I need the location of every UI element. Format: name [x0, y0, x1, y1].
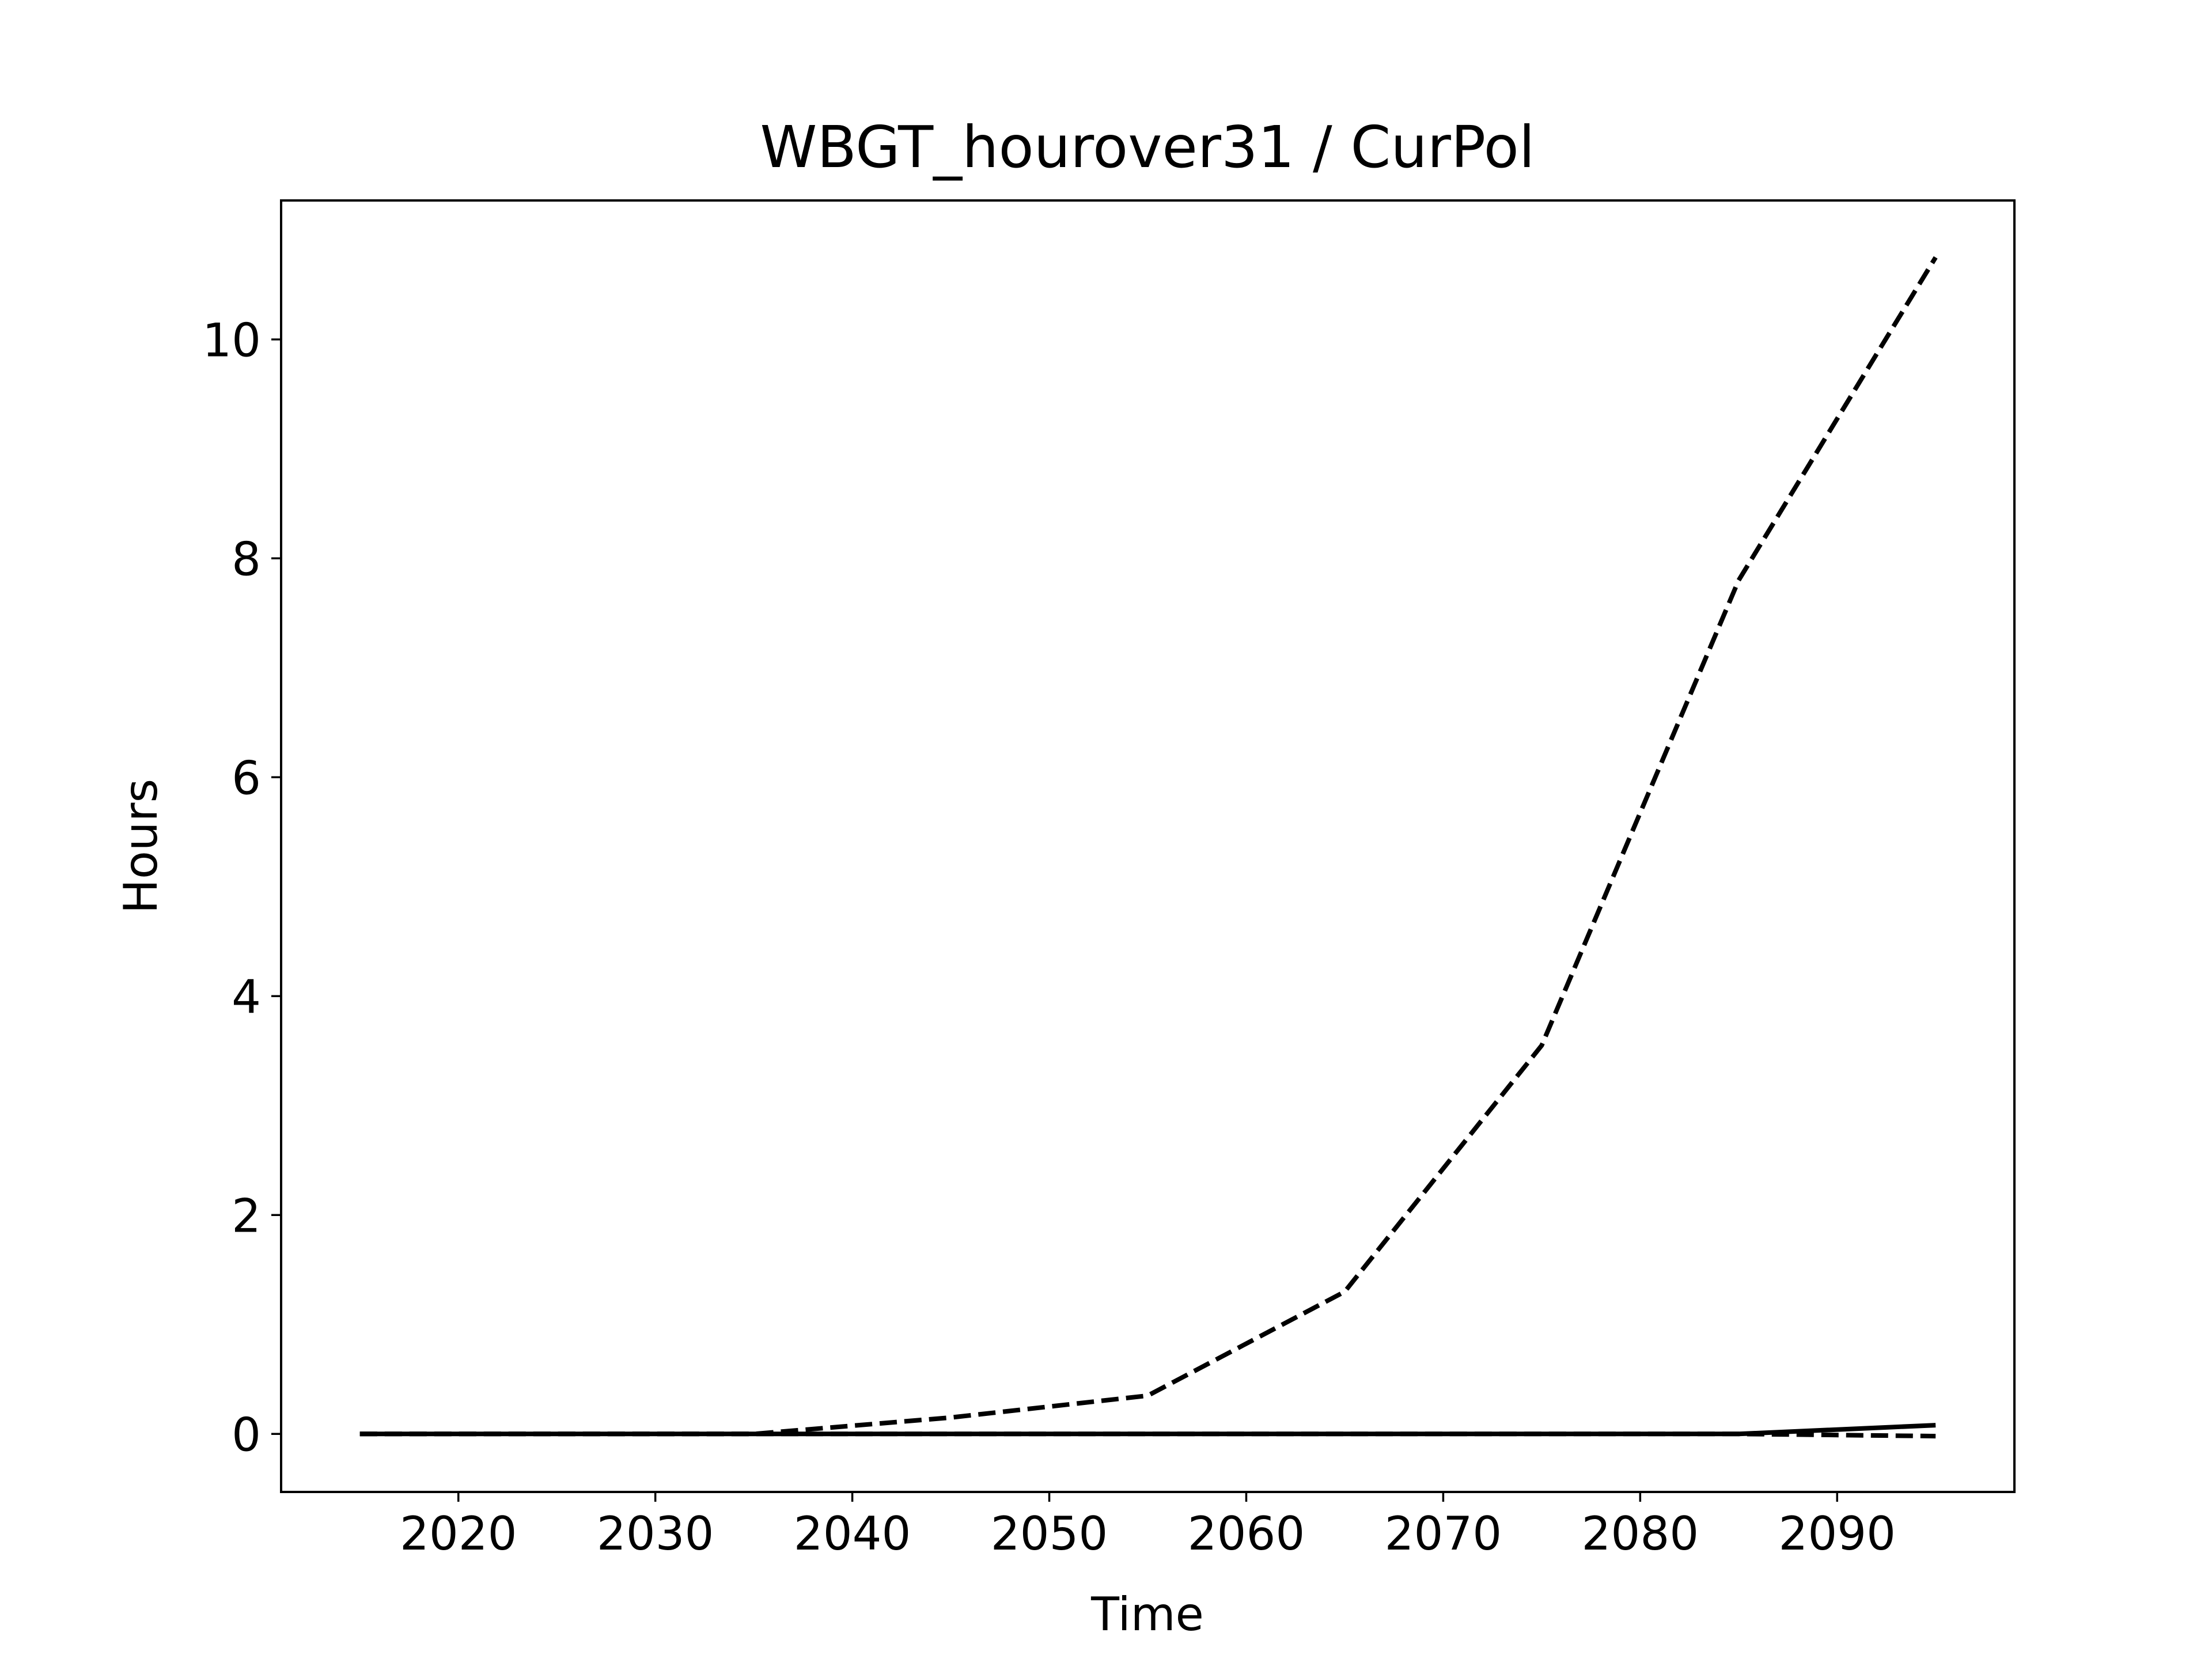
x-tick-label: 2060	[1188, 1507, 1305, 1560]
y-tick-label: 2	[232, 1189, 261, 1243]
y-tick-label: 0	[232, 1408, 261, 1461]
plot-frame	[280, 199, 2016, 1493]
x-axis: 2020 2030 2040 2050 2060 2070 2080 2090	[400, 1492, 1896, 1560]
x-tick-label: 2050	[991, 1507, 1108, 1560]
x-tick-label: 2090	[1778, 1507, 1896, 1560]
y-tick-label: 10	[202, 313, 261, 367]
plot-area	[359, 256, 1938, 1439]
series-line-3	[359, 1423, 1936, 1437]
y-tick-label: 8	[232, 532, 261, 586]
chart-title: WBGT_hourover31 / CurPol	[760, 113, 1535, 181]
y-axis-label: Hours	[114, 779, 168, 914]
y-axis: 0 2 4 6 8 10	[202, 313, 281, 1461]
x-tick-label: 2080	[1582, 1507, 1699, 1560]
y-tick-label: 4	[232, 970, 261, 1024]
x-tick-label: 2030	[597, 1507, 714, 1560]
x-axis-label: Time	[1090, 1588, 1204, 1641]
y-tick-label: 6	[232, 751, 261, 805]
x-tick-label: 2040	[794, 1507, 911, 1560]
x-tick-label: 2070	[1385, 1507, 1502, 1560]
x-tick-label: 2020	[400, 1507, 517, 1560]
series-line-1	[359, 256, 1938, 1437]
